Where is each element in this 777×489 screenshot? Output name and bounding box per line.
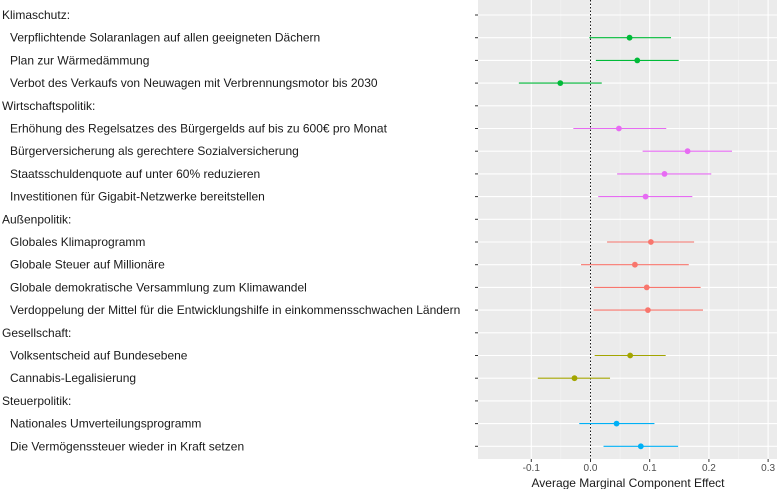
- attribute-label: Bürgerversicherung als gerechtere Sozial…: [10, 144, 299, 158]
- plot-panel: [478, 0, 777, 459]
- x-axis-title: Average Marginal Component Effect: [531, 476, 725, 489]
- group-header-label: Außenpolitik:: [2, 212, 71, 226]
- estimate-point: [684, 148, 691, 155]
- attribute-label: Globale demokratische Versammlung zum Kl…: [10, 280, 307, 294]
- x-axis: -0.1 0.0 0.1 0.2 0.3: [475, 14, 776, 474]
- x-tick-label: 0.2: [702, 463, 716, 474]
- estimate-point: [661, 171, 668, 177]
- x-tick-label: 0.1: [643, 463, 657, 474]
- estimate-point: [627, 352, 634, 359]
- estimate-point: [643, 284, 650, 291]
- estimate-point: [571, 375, 578, 382]
- attribute-label: Verbot des Verkaufs von Neuwagen mit Ver…: [10, 76, 378, 90]
- attribute-label: Erhöhung des Regelsatzes des Bürgergelds…: [10, 122, 388, 136]
- panel-background: [478, 0, 777, 459]
- estimate-point: [647, 239, 654, 245]
- attribute-label: Globales Klimaprogramm: [10, 235, 145, 249]
- estimate-point: [645, 307, 651, 313]
- estimate-point: [642, 193, 649, 200]
- x-tick-label: 0.3: [761, 463, 775, 474]
- attribute-label: Verdoppelung der Mittel für die Entwickl…: [10, 303, 460, 317]
- estimate-point: [637, 443, 644, 450]
- attribute-label: Die Vermögenssteuer wieder in Kraft setz…: [10, 439, 244, 453]
- x-tick-label: -0.1: [523, 463, 541, 474]
- group-header-label: Steuerpolitik:: [2, 394, 71, 408]
- attribute-label: Cannabis-Legalisierung: [10, 371, 136, 385]
- estimate-point: [626, 34, 633, 41]
- attribute-label: Verpflichtende Solaranlagen auf allen ge…: [10, 31, 320, 45]
- attribute-label: Globale Steuer auf Millionäre: [10, 258, 165, 272]
- attribute-label: Volksentscheid auf Bundesebene: [10, 349, 188, 363]
- group-header-label: Klimaschutz:: [2, 8, 70, 22]
- estimate-point: [616, 125, 622, 132]
- group-header-label: Wirtschaftspolitik:: [2, 99, 95, 113]
- row-labels: Klimaschutz: Verpflichtende Solaranlagen …: [2, 8, 460, 453]
- x-tick-label: 0.0: [584, 463, 598, 474]
- estimate-point: [557, 80, 564, 86]
- estimate-point: [613, 420, 620, 427]
- estimate-point: [632, 261, 638, 268]
- estimate-point: [634, 57, 641, 64]
- attribute-label: Investitionen für Gigabit-Netzwerke bere…: [10, 190, 265, 204]
- attribute-label: Staatsschuldenquote auf unter 60% reduzi…: [10, 167, 260, 181]
- attribute-label: Nationales Umverteilungsprogramm: [10, 417, 201, 431]
- group-header-label: Gesellschaft:: [2, 326, 71, 340]
- attribute-label: Plan zur Wärmedämmung: [10, 53, 149, 67]
